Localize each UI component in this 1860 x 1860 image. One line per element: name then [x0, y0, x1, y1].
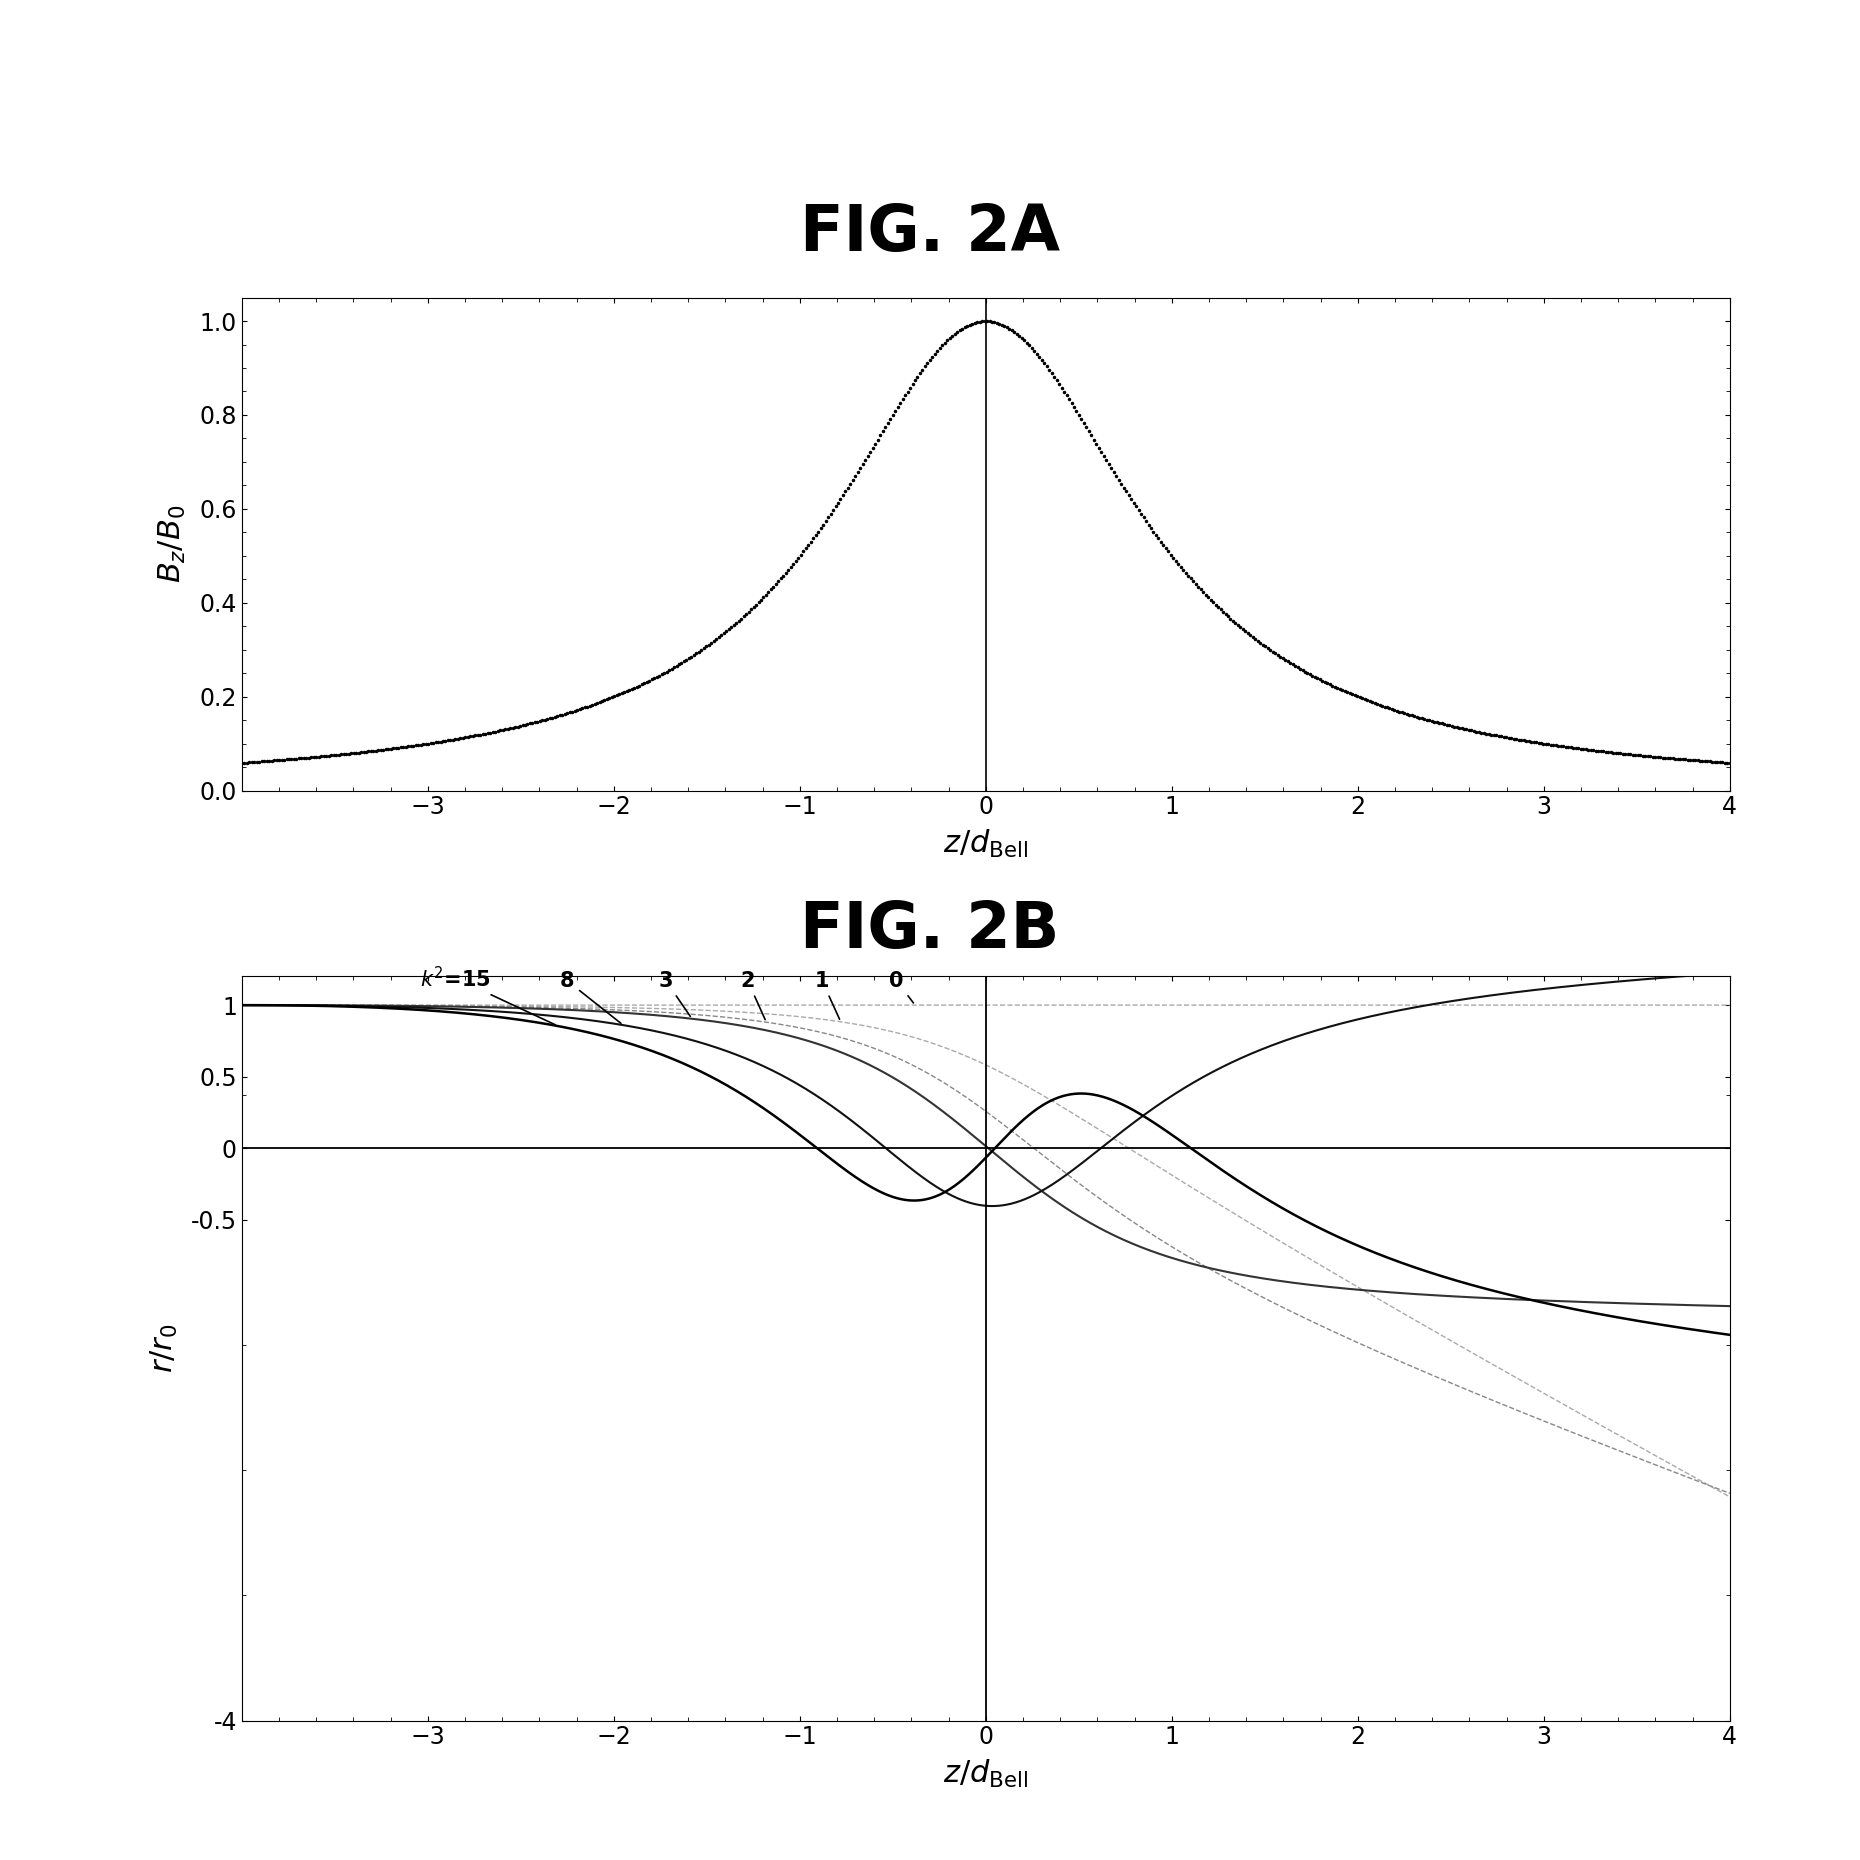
Y-axis label: $r/r_0$: $r/r_0$: [149, 1324, 180, 1373]
Text: $k^2$=15: $k^2$=15: [420, 965, 556, 1025]
Text: 1: 1: [815, 971, 839, 1019]
Text: FIG. 2A: FIG. 2A: [800, 201, 1060, 264]
Text: 0: 0: [889, 971, 913, 1003]
Y-axis label: $B_z/B_0$: $B_z/B_0$: [158, 504, 188, 584]
Text: FIG. 2B: FIG. 2B: [800, 898, 1060, 962]
Text: 2: 2: [740, 971, 764, 1019]
X-axis label: $z/d_{\rm Bell}$: $z/d_{\rm Bell}$: [943, 828, 1029, 859]
X-axis label: $z/d_{\rm Bell}$: $z/d_{\rm Bell}$: [943, 1758, 1029, 1789]
Text: 8: 8: [560, 971, 621, 1023]
Text: 3: 3: [658, 971, 690, 1016]
